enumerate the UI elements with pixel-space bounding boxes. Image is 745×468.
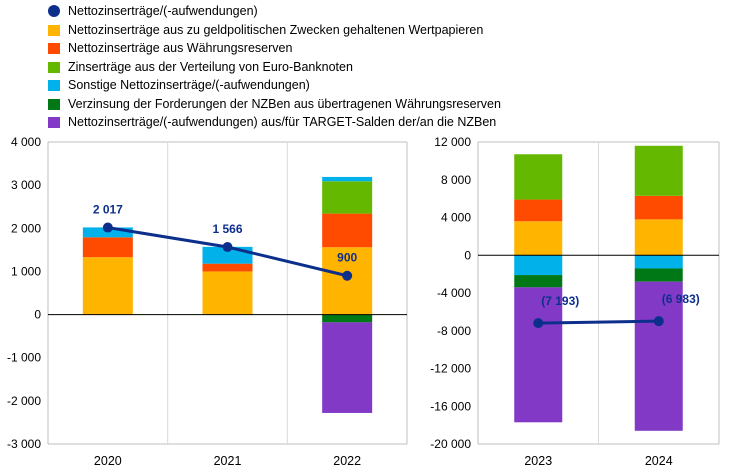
bar-segment bbox=[634, 145, 683, 196]
data-label: (6 983) bbox=[662, 292, 700, 306]
legend-label: Zinserträge aus der Verteilung von Euro-… bbox=[68, 59, 353, 74]
y-tick-label: 4 000 bbox=[441, 211, 471, 225]
bar-segment bbox=[634, 255, 683, 269]
net-point bbox=[653, 316, 664, 327]
y-tick-label: 3 000 bbox=[11, 178, 41, 192]
bar-segment bbox=[322, 181, 373, 214]
bar-segment bbox=[514, 154, 563, 200]
x-tick-label: 2020 bbox=[94, 454, 122, 468]
y-tick-label: 0 bbox=[34, 308, 41, 322]
legend-label: Sonstige Nettozinserträge/(-aufwendungen… bbox=[68, 78, 310, 92]
bar-segment bbox=[322, 314, 373, 323]
x-tick-label: 2024 bbox=[645, 454, 673, 468]
y-tick-label: -1 000 bbox=[7, 351, 41, 365]
y-tick-label: 2 000 bbox=[11, 221, 41, 235]
y-tick-label: -12 000 bbox=[430, 362, 471, 376]
chart-panel-1: -20 000 -16 000 -12 000 -8 000 -4 000 0 4 000 8… bbox=[430, 135, 720, 468]
y-tick-label: -8 000 bbox=[437, 324, 471, 338]
legend: Nettozinserträge/(-aufwendungen) Nettozin… bbox=[46, 2, 501, 132]
legend-item: Nettozinserträge aus zu geldpolitischen … bbox=[46, 21, 501, 40]
y-tick-label: 4 000 bbox=[11, 135, 41, 149]
net-point bbox=[342, 270, 353, 281]
data-label: 900 bbox=[337, 251, 357, 265]
data-label: (7 193) bbox=[541, 294, 579, 308]
net-point bbox=[533, 318, 544, 329]
bar-segment bbox=[202, 271, 253, 315]
y-tick-label: -3 000 bbox=[7, 437, 41, 451]
legend-item: Zinserträge aus der Verteilung von Euro-… bbox=[46, 58, 501, 77]
bar-segment bbox=[634, 268, 683, 282]
x-tick-label: 2023 bbox=[524, 454, 552, 468]
net-point bbox=[102, 222, 113, 233]
legend-swatch bbox=[48, 43, 60, 54]
legend-item: Sonstige Nettozinserträge/(-aufwendungen… bbox=[46, 76, 501, 95]
legend-item: Nettozinserträge/(-aufwendungen) bbox=[46, 2, 501, 21]
net-point bbox=[222, 242, 233, 253]
y-tick-label: 0 bbox=[464, 248, 471, 262]
legend-label: Nettozinserträge/(-aufwendungen) aus/für… bbox=[68, 115, 497, 129]
legend-item: Verzinsung der Forderungen der NZBen aus… bbox=[46, 95, 501, 114]
x-tick-label: 2021 bbox=[214, 454, 242, 468]
legend-label: Nettozinserträge aus zu geldpolitischen … bbox=[68, 22, 484, 37]
bar-segment bbox=[82, 237, 133, 258]
legend-marker-dot bbox=[48, 5, 60, 17]
y-tick-label: 12 000 bbox=[434, 135, 471, 149]
y-tick-label: 1 000 bbox=[11, 264, 41, 278]
legend-swatch bbox=[48, 117, 60, 128]
y-tick-label: -16 000 bbox=[430, 399, 471, 413]
bar-segment bbox=[634, 281, 683, 431]
data-label: 1 566 bbox=[212, 222, 242, 236]
chart-panel-0: -3 000 -2 000 -1 000 0 1 000 2 000 3 000 4 000 2… bbox=[7, 135, 408, 468]
y-tick-label: 8 000 bbox=[441, 173, 471, 187]
bar-segment bbox=[514, 275, 563, 288]
legend-label: Verzinsung der Forderungen der NZBen aus… bbox=[68, 96, 501, 111]
bar-segment bbox=[514, 287, 563, 423]
bar-segment bbox=[322, 213, 373, 248]
legend-swatch bbox=[48, 61, 60, 73]
y-tick-label: -20 000 bbox=[430, 437, 471, 451]
bar-segment bbox=[514, 221, 563, 256]
bar-segment bbox=[514, 199, 563, 222]
legend-swatch bbox=[48, 24, 60, 36]
bar-segment bbox=[202, 263, 253, 272]
legend-label: Nettozinserträge/(-aufwendungen) bbox=[68, 4, 258, 18]
bar-segment bbox=[82, 257, 133, 315]
bar-segment bbox=[322, 322, 373, 413]
bar-segment bbox=[514, 255, 563, 276]
data-label: 2 017 bbox=[93, 203, 123, 217]
legend-swatch bbox=[48, 98, 60, 110]
legend-label: Nettozinserträge aus Währungsreserven bbox=[68, 41, 293, 55]
legend-swatch bbox=[48, 80, 60, 91]
y-tick-label: -2 000 bbox=[7, 394, 41, 408]
net-line bbox=[538, 319, 659, 325]
legend-item: Nettozinserträge/(-aufwendungen) aus/für… bbox=[46, 113, 501, 132]
bar-segment bbox=[322, 176, 373, 182]
bar-segment bbox=[634, 219, 683, 256]
legend-item: Nettozinserträge aus Währungsreserven bbox=[46, 39, 501, 58]
y-tick-label: -4 000 bbox=[437, 286, 471, 300]
bar-segment bbox=[634, 195, 683, 220]
x-tick-label: 2022 bbox=[333, 454, 361, 468]
bar-segment bbox=[322, 247, 373, 315]
